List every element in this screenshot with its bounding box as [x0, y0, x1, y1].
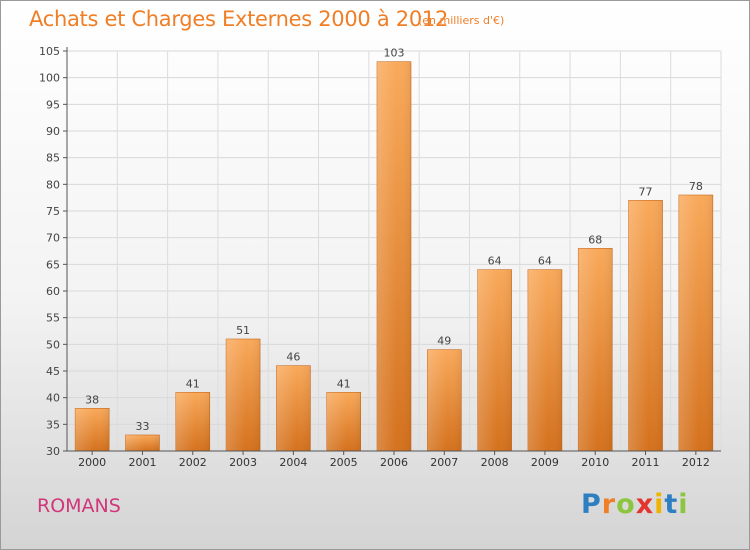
x-tick-label: 2001 [128, 456, 156, 469]
chart-title: Achats et Charges Externes 2000 à 2012 [29, 7, 449, 31]
x-tick-label: 2000 [78, 456, 106, 469]
x-tick-label: 2008 [481, 456, 509, 469]
bar-shine [276, 365, 311, 451]
y-tick-label: 80 [46, 178, 60, 191]
bar-shine [477, 269, 512, 451]
bar-shine [377, 61, 411, 452]
value-label: 49 [437, 335, 451, 348]
x-tick-label: 2012 [682, 456, 710, 469]
proxiti-logo[interactable]: Proxiti [581, 489, 689, 520]
value-label: 51 [236, 324, 250, 337]
y-tick-label: 70 [46, 232, 60, 245]
logo-letter: x [635, 489, 655, 520]
value-label: 38 [85, 393, 99, 406]
logo-letter: o [616, 489, 636, 520]
bar-shine [226, 339, 261, 451]
logo-letter: t [664, 489, 679, 520]
x-tick-label: 2009 [531, 456, 559, 469]
bar-shine [628, 200, 663, 451]
value-label: 46 [286, 351, 300, 364]
y-tick-label: 60 [46, 285, 60, 298]
x-tick-label: 2005 [330, 456, 358, 469]
bar-shine [678, 195, 713, 451]
value-label: 68 [588, 233, 602, 246]
value-label: 41 [337, 377, 351, 390]
y-tick-label: 85 [46, 152, 60, 165]
bar-shine [578, 248, 613, 451]
x-tick-label: 2007 [430, 456, 458, 469]
y-tick-label: 65 [46, 258, 60, 271]
y-tick-label: 30 [46, 445, 60, 458]
y-tick-label: 35 [46, 418, 60, 431]
y-tick-label: 45 [46, 365, 60, 378]
x-tick-label: 2002 [179, 456, 207, 469]
bar-shine [175, 392, 210, 451]
value-label: 103 [384, 47, 405, 60]
y-tick-label: 75 [46, 205, 60, 218]
x-tick-label: 2006 [380, 456, 408, 469]
y-tick-label: 40 [46, 392, 60, 405]
bar-shine [326, 392, 361, 451]
value-label: 64 [538, 255, 552, 268]
x-tick-label: 2004 [279, 456, 307, 469]
value-label: 77 [639, 185, 653, 198]
x-tick-label: 2003 [229, 456, 257, 469]
value-label: 64 [488, 255, 502, 268]
chart-subtitle: (en milliers d'€) [418, 14, 505, 27]
bar-shine [427, 349, 462, 451]
y-tick-label: 55 [46, 312, 60, 325]
value-label: 78 [689, 180, 703, 193]
y-tick-label: 90 [46, 125, 60, 138]
y-tick-label: 100 [39, 72, 60, 85]
y-tick-label: 105 [39, 45, 60, 58]
bar-shine [527, 269, 562, 451]
value-label: 33 [135, 420, 149, 433]
logo-letter: r [601, 489, 617, 520]
city-name: ROMANS [37, 495, 121, 517]
logo-letter: i [654, 489, 665, 520]
bar-chart: 38 33 41 51 46 41 103 49 64 64 68 77 78 30 35 40 45 50 55… [39, 45, 722, 469]
x-tick-label: 2011 [632, 456, 660, 469]
value-label: 41 [186, 377, 200, 390]
logo-letter: i [678, 489, 689, 520]
x-tick-label: 2010 [581, 456, 609, 469]
bar-shine [75, 408, 110, 451]
y-tick-label: 95 [46, 98, 60, 111]
y-tick-label: 50 [46, 338, 60, 351]
logo-letter: P [581, 489, 602, 520]
bar-shine [125, 435, 160, 451]
